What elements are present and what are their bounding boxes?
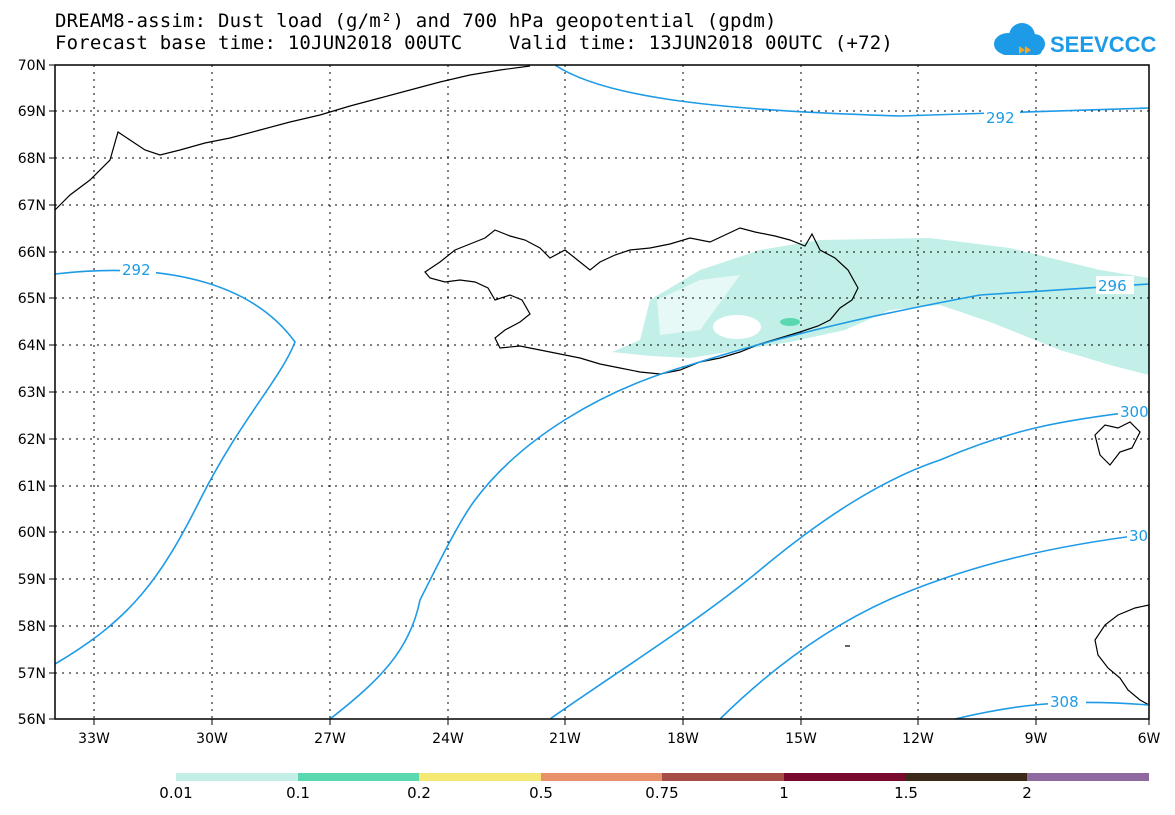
greenland-coast — [54, 65, 531, 211]
legend-label: 2 — [1022, 784, 1032, 802]
legend-label: 1 — [779, 784, 789, 802]
legend-label: 0.2 — [407, 784, 431, 802]
contour-292-west — [54, 269, 296, 665]
lat-label: 68N — [18, 151, 46, 167]
contour-label: 308 — [1050, 693, 1079, 711]
lon-label: 33W — [78, 731, 110, 747]
contour-labels: 292 292 296 300 30 308 — [120, 108, 1149, 711]
longitude-labels: 33W 30W 27W 24W 21W 18W 15W 12W 9W 6W — [78, 731, 1160, 747]
lat-label: 62N — [18, 432, 46, 448]
lon-label: 9W — [1025, 731, 1048, 747]
contour-292-north — [554, 64, 1150, 117]
contour-300 — [549, 409, 1150, 720]
axis-ticks — [49, 64, 1150, 725]
lon-label: 15W — [785, 731, 817, 747]
cloud-icon — [994, 23, 1045, 55]
faroe-coast — [1094, 421, 1141, 466]
color-legend — [176, 773, 1149, 781]
graticule — [55, 65, 1149, 719]
lat-label: 64N — [18, 338, 46, 354]
lat-label: 65N — [18, 291, 46, 307]
legend-swatch — [784, 773, 906, 781]
latitude-labels: 70N 69N 68N 67N 66N 65N 64N 63N 62N 61N … — [18, 58, 46, 728]
contour-label: 292 — [122, 261, 151, 279]
coastlines — [54, 65, 1150, 707]
lat-label: 61N — [18, 479, 46, 495]
logo-text: SEEVCCC — [1050, 32, 1156, 57]
legend-label: 1.5 — [894, 784, 918, 802]
legend-swatch — [906, 773, 1027, 781]
legend-swatch — [541, 773, 662, 781]
lat-label: 66N — [18, 245, 46, 261]
lat-label: 57N — [18, 666, 46, 682]
legend-swatch — [176, 773, 298, 781]
legend-swatch — [298, 773, 419, 781]
lat-label: 58N — [18, 619, 46, 635]
lat-label: 70N — [18, 58, 46, 74]
contour-label: 300 — [1120, 403, 1149, 421]
lon-label: 6W — [1138, 731, 1161, 747]
legend-swatch — [662, 773, 784, 781]
lon-label: 18W — [667, 731, 699, 747]
contour-296 — [329, 283, 1150, 720]
map-title: DREAM8-assim: Dust load (g/m²) and 700 h… — [55, 10, 777, 32]
legend-label: 0.5 — [529, 784, 553, 802]
contour-label: 296 — [1098, 277, 1127, 295]
lon-label: 12W — [902, 731, 934, 747]
contour-label: 292 — [986, 109, 1015, 127]
legend-swatch — [419, 773, 541, 781]
seevccc-logo: SEEVCCC — [994, 23, 1156, 57]
legend-label: 0.1 — [286, 784, 310, 802]
lon-label: 27W — [314, 731, 346, 747]
map-subtitle: Forecast base time: 10JUN2018 00UTC Vali… — [55, 32, 894, 54]
contour-label: 30 — [1129, 527, 1148, 545]
scotland-coast — [1094, 604, 1150, 707]
contour-304 — [719, 533, 1150, 720]
legend-swatch — [1027, 773, 1149, 781]
legend-label: 0.01 — [159, 784, 193, 802]
dust-field — [612, 238, 1149, 375]
lat-label: 60N — [18, 525, 46, 541]
lat-label: 63N — [18, 385, 46, 401]
legend-label: 0.75 — [645, 784, 679, 802]
lon-label: 30W — [196, 731, 228, 747]
iceland-coast — [424, 227, 859, 375]
lat-label: 59N — [18, 572, 46, 588]
lon-label: 24W — [432, 731, 464, 747]
geopotential-contours — [54, 64, 1150, 720]
lat-label: 69N — [18, 104, 46, 120]
lon-label: 21W — [549, 731, 581, 747]
lat-label: 56N — [18, 712, 46, 728]
lat-label: 67N — [18, 198, 46, 214]
contour-308 — [954, 701, 1150, 720]
